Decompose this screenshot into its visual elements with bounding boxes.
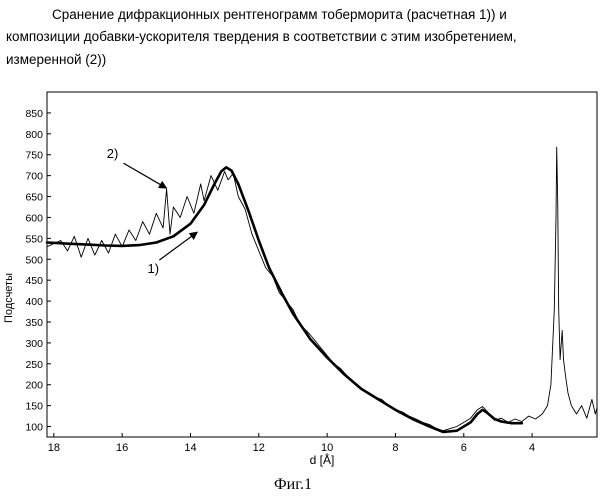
figure-caption: Фиг.1 xyxy=(274,476,312,494)
series-measured-line xyxy=(47,147,597,431)
y-tick-label: 600 xyxy=(25,212,43,224)
plot-frame xyxy=(47,92,597,437)
y-tick-label: 850 xyxy=(25,108,43,120)
y-tick-label: 300 xyxy=(25,338,43,350)
annotation-arrow xyxy=(124,163,167,188)
x-tick-label: 16 xyxy=(116,442,128,454)
y-tick-label: 750 xyxy=(25,150,43,162)
annotation-label: 2) xyxy=(107,146,119,161)
y-tick-label: 700 xyxy=(25,171,43,183)
x-tick-label: 14 xyxy=(184,442,196,454)
y-tick-label: 250 xyxy=(25,359,43,371)
y-tick-label: 450 xyxy=(25,275,43,287)
y-tick-label: 150 xyxy=(25,401,43,413)
y-tick-label: 100 xyxy=(25,422,43,434)
y-tick-label: 500 xyxy=(25,254,43,266)
x-tick-label: 6 xyxy=(461,442,467,454)
y-axis-label: Подсчеты xyxy=(3,273,15,323)
x-tick-label: 18 xyxy=(48,442,60,454)
annotation-arrow xyxy=(159,232,197,260)
x-tick-label: 12 xyxy=(253,442,265,454)
y-tick-label: 350 xyxy=(25,317,43,329)
x-tick-label: 8 xyxy=(392,442,398,454)
annotation-label: 1) xyxy=(148,261,160,276)
series-layer xyxy=(47,147,597,432)
y-tick-label: 400 xyxy=(25,296,43,308)
y-tick-label: 650 xyxy=(25,192,43,204)
annotation-layer: 2) 1) xyxy=(107,146,198,276)
x-axis-label: d [Å] xyxy=(310,452,335,467)
x-axis: 1816141210864 xyxy=(48,433,535,454)
x-tick-label: 4 xyxy=(529,442,535,454)
y-tick-label: 200 xyxy=(25,380,43,392)
y-tick-label: 550 xyxy=(25,233,43,245)
y-tick-label: 800 xyxy=(25,129,43,141)
